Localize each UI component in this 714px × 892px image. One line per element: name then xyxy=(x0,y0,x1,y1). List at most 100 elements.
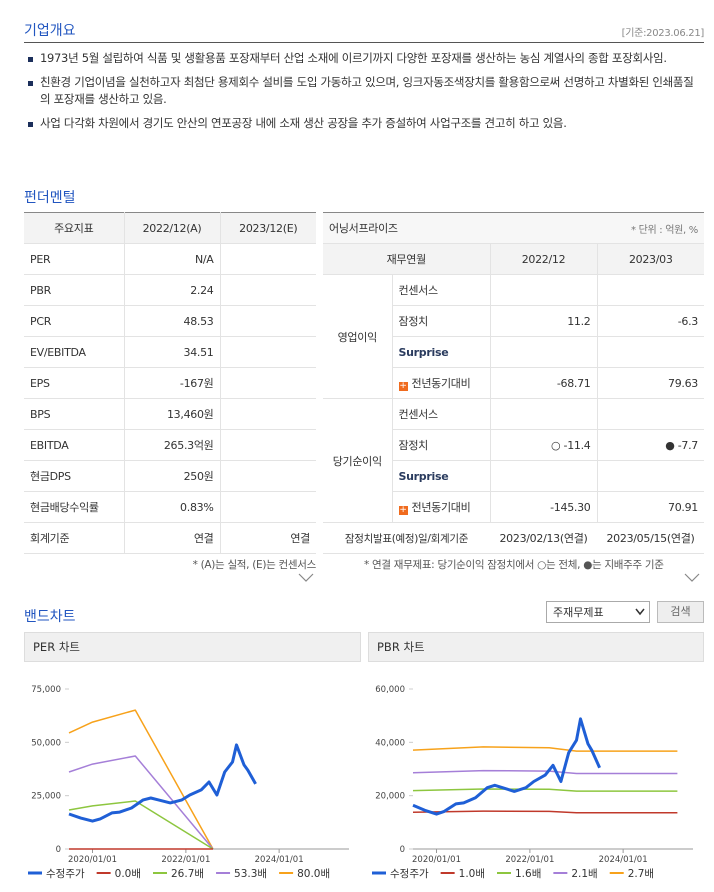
table-row: 현금배당수익률 0.83% xyxy=(24,491,316,523)
value-cell: 2.24 xyxy=(123,274,220,306)
value-cell xyxy=(489,460,597,492)
statement-select[interactable]: 주재무제표 xyxy=(546,601,650,623)
label-cell: 현금DPS xyxy=(24,460,124,492)
section-title: 밴드차트 xyxy=(24,609,76,625)
footer-cell: 2023/02/13(연결) xyxy=(490,522,597,554)
plus-icon: + xyxy=(398,505,408,515)
label-cell: 컨센서스 xyxy=(391,274,490,306)
series-line xyxy=(412,746,678,752)
legend-label: 80.0배 xyxy=(297,868,330,880)
table-row: EPS -167원 xyxy=(24,367,316,399)
overview-item: 1973년 5월 설립하여 식품 및 생활용품 포장재부터 산업 소재에 이르기… xyxy=(24,50,696,67)
table-row: 영업이익 컨센서스 xyxy=(323,274,704,399)
table-row: PCR 48.53 xyxy=(24,305,316,337)
label-cell: Surprise xyxy=(391,460,490,492)
value-cell: -6.3 xyxy=(596,305,704,337)
table-row: PBR 2.24 xyxy=(24,274,316,306)
value-cell xyxy=(219,429,316,461)
table-row: 현금DPS 250원 xyxy=(24,460,316,492)
label-cell: PCR xyxy=(24,305,124,337)
series-line xyxy=(412,788,678,792)
label-text: 잠정치 xyxy=(398,315,429,328)
legend-label: 수정주가 xyxy=(46,868,85,880)
dropdown-arrow xyxy=(635,608,645,616)
note: * 연결 재무제표: 당기순이익 잠정치에서 ○는 전체, ●는 지배주주 기준 xyxy=(364,559,664,571)
y-tick-label: 25,000 xyxy=(31,792,61,802)
x-tick-label: 2024/01/01 xyxy=(599,855,648,865)
value-cell xyxy=(219,336,316,368)
footer-cell: 잠정치발표(예정)일/회계기준 xyxy=(323,522,490,554)
header-cell: 주요지표 xyxy=(24,212,124,244)
table-row: BPS 13,460원 xyxy=(24,398,316,430)
value-cell xyxy=(219,460,316,492)
search-button[interactable]: 검색 xyxy=(657,601,704,623)
per-chart: 0 25,000 50,000 75,000 2020/01/01 2022/01/01 2… xyxy=(28,685,349,880)
expand-icon[interactable] xyxy=(684,573,700,583)
base-date: [기준:2023.06.21] xyxy=(621,28,705,39)
value-cell: 13,460원 xyxy=(123,398,220,430)
value-cell: ○ -11.4 xyxy=(489,429,597,461)
table-row: 회계기준 연결 연결 xyxy=(24,522,316,554)
value-cell xyxy=(219,367,316,399)
legend-label: 수정주가 xyxy=(390,868,429,880)
section-title: 기업개요 xyxy=(24,23,76,39)
value-cell xyxy=(596,336,704,368)
footer-cell: 2023/05/15(연결) xyxy=(597,522,704,554)
label-cell: EPS xyxy=(24,367,124,399)
chart-header: PER 차트 xyxy=(24,632,361,662)
pbr-chart: 0 20,000 40,000 60,000 2020/01/01 2022/01/01 2… xyxy=(372,685,693,880)
indicator-table: 주요지표 2022/12(A) 2023/12(E) PER N/A PBR 2.24 PCR… xyxy=(24,212,316,554)
y-tick-label: 20,000 xyxy=(375,792,405,802)
value-cell xyxy=(596,398,704,430)
value-cell: 70.91 xyxy=(596,491,704,523)
value-cell: N/A xyxy=(123,243,220,275)
table-row: 잠정치 11.2 -6.3 xyxy=(323,305,704,337)
value-cell: 연결 xyxy=(219,522,316,554)
label-cell: 잠정치 xyxy=(391,305,490,337)
table-row: Surprise xyxy=(323,336,704,368)
section-title: 펀더멘털 xyxy=(24,190,76,206)
value-cell xyxy=(219,491,316,523)
x-tick-label: 2022/01/01 xyxy=(505,855,554,865)
value-cell xyxy=(596,460,704,492)
legend-label: 1.6배 xyxy=(515,868,541,880)
y-tick-label: 50,000 xyxy=(31,738,61,748)
value-cell: 48.53 xyxy=(123,305,220,337)
table-title: 어닝서프라이즈 xyxy=(323,212,490,244)
legend-label: 26.7배 xyxy=(171,868,204,880)
value-cell: -68.71 xyxy=(489,367,597,399)
value-cell: ● -7.7 xyxy=(596,429,704,461)
label-text: 컨센서스 xyxy=(398,284,439,297)
series-line xyxy=(412,810,678,814)
label-text: Surprise xyxy=(398,345,449,359)
x-tick-label: 2024/01/01 xyxy=(255,855,304,865)
value-cell xyxy=(219,243,316,275)
label-cell: + 전년동기대비 xyxy=(391,491,490,523)
label-text: Surprise xyxy=(398,469,449,483)
label-cell: Surprise xyxy=(391,336,490,368)
expand-icon[interactable] xyxy=(298,573,314,583)
series-line xyxy=(412,717,601,816)
overview-item: 사업 다각화 차원에서 경기도 안산의 연포공장 내에 소재 생산 공장을 추가… xyxy=(24,115,696,132)
divider xyxy=(24,42,704,43)
y-tick-label: 0 xyxy=(56,845,61,855)
label-cell: PER xyxy=(24,243,124,275)
table-row: 잠정치 ○ -11.4 ● -7.7 xyxy=(323,429,704,461)
header-row: 재무연월 2022/12 2023/03 xyxy=(323,243,704,275)
x-tick-label: 2022/01/01 xyxy=(161,855,210,865)
chart-header: PBR 차트 xyxy=(368,632,704,662)
value-cell xyxy=(219,398,316,430)
value-cell: -145.30 xyxy=(489,491,597,523)
value-cell: 0.83% xyxy=(123,491,220,523)
table-row: + 전년동기대비 -68.71 79.63 xyxy=(323,367,704,399)
group-cell: 당기순이익 xyxy=(323,398,392,523)
header-row: 주요지표 2022/12(A) 2023/12(E) xyxy=(24,212,316,244)
y-tick-label: 0 xyxy=(400,845,405,855)
value-cell xyxy=(219,274,316,306)
value-cell: 250원 xyxy=(123,460,220,492)
header-cell: 2022/12(A) xyxy=(123,212,220,244)
label-text: 컨센서스 xyxy=(398,408,439,421)
value-cell xyxy=(596,274,704,306)
value-cell: 11.2 xyxy=(489,305,597,337)
